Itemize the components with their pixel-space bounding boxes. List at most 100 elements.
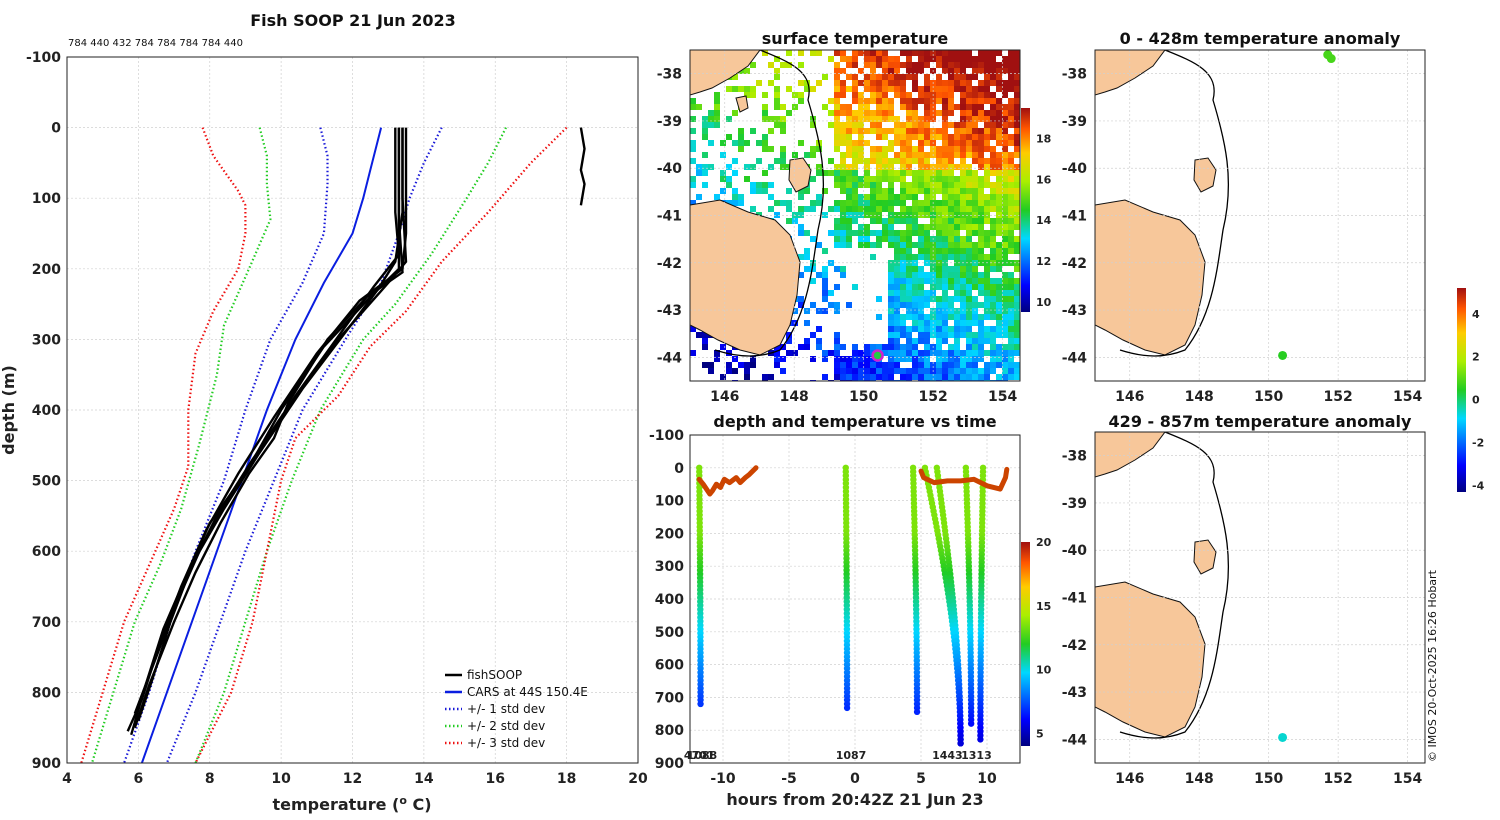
depthtime-y-tick: 200 bbox=[655, 526, 684, 542]
sst-cell bbox=[1014, 308, 1020, 314]
sst-cell bbox=[888, 344, 894, 350]
sst-cell bbox=[924, 278, 930, 284]
sst-cell bbox=[870, 176, 876, 182]
sst-cell bbox=[978, 242, 984, 248]
sst-cell bbox=[960, 134, 966, 140]
sst-cell bbox=[924, 98, 930, 104]
sst-cell bbox=[1002, 344, 1008, 350]
sst-cell bbox=[1014, 314, 1020, 320]
sst-cell bbox=[924, 332, 930, 338]
sst-cell bbox=[978, 302, 984, 308]
sst-cell bbox=[954, 314, 960, 320]
sst-cell bbox=[810, 176, 816, 182]
sst-cell bbox=[768, 164, 774, 170]
sst-cell bbox=[846, 182, 852, 188]
sst-cell bbox=[960, 284, 966, 290]
surface-colorbar bbox=[1021, 108, 1030, 312]
sst-cell bbox=[858, 176, 864, 182]
sst-cell bbox=[978, 56, 984, 62]
sst-cell bbox=[978, 182, 984, 188]
sst-cell bbox=[828, 230, 834, 236]
sst-cell bbox=[930, 350, 936, 356]
sst-cell bbox=[978, 350, 984, 356]
sst-cell bbox=[900, 218, 906, 224]
sst-cell bbox=[876, 164, 882, 170]
surface-location-marker bbox=[871, 349, 884, 362]
sst-cell bbox=[774, 122, 780, 128]
sst-cell bbox=[894, 302, 900, 308]
anomaly-upper-y-tick: -40 bbox=[1062, 161, 1088, 177]
sst-cell bbox=[864, 74, 870, 80]
sst-cell bbox=[900, 272, 906, 278]
surface-y-tick: -43 bbox=[657, 303, 682, 319]
sst-cell bbox=[1014, 50, 1020, 56]
sst-cell bbox=[972, 320, 978, 326]
sst-cell bbox=[996, 314, 1002, 320]
sst-cell bbox=[924, 248, 930, 254]
sst-cell bbox=[792, 218, 798, 224]
sst-cell bbox=[942, 212, 948, 218]
sst-cell bbox=[714, 194, 720, 200]
sst-cell bbox=[960, 116, 966, 122]
sst-cell bbox=[966, 62, 972, 68]
sst-cell bbox=[930, 254, 936, 260]
sst-cell bbox=[870, 50, 876, 56]
sst-cell bbox=[954, 236, 960, 242]
sst-cell bbox=[984, 170, 990, 176]
sst-cell bbox=[852, 368, 858, 374]
sst-cell bbox=[996, 290, 1002, 296]
depthtime-y-tick: 100 bbox=[655, 494, 684, 510]
sst-cell bbox=[900, 278, 906, 284]
sst-cell bbox=[1002, 140, 1008, 146]
sst-cell bbox=[888, 296, 894, 302]
sst-cell bbox=[906, 278, 912, 284]
sst-cell bbox=[972, 368, 978, 374]
sst-cell bbox=[798, 98, 804, 104]
profile-y-tick: 400 bbox=[32, 403, 61, 419]
sst-cell bbox=[900, 98, 906, 104]
sst-cell bbox=[834, 242, 840, 248]
sst-cell bbox=[924, 134, 930, 140]
sst-cell bbox=[768, 128, 774, 134]
sst-cell bbox=[996, 158, 1002, 164]
sst-cell bbox=[972, 158, 978, 164]
sst-cell bbox=[924, 368, 930, 374]
sst-cell bbox=[744, 92, 750, 98]
sst-cell bbox=[804, 152, 810, 158]
sst-cell bbox=[906, 368, 912, 374]
sst-cell bbox=[858, 128, 864, 134]
sst-cell bbox=[870, 158, 876, 164]
sst-cell bbox=[978, 146, 984, 152]
sst-cell bbox=[690, 128, 696, 134]
sst-cell bbox=[930, 278, 936, 284]
surface-colorbar-tick: 10 bbox=[1036, 296, 1052, 309]
sst-cell bbox=[1008, 122, 1014, 128]
sst-cell bbox=[948, 158, 954, 164]
sst-cell bbox=[744, 374, 750, 380]
sst-cell bbox=[942, 254, 948, 260]
sst-cell bbox=[1002, 278, 1008, 284]
sst-cell bbox=[1008, 320, 1014, 326]
sst-cell bbox=[924, 374, 930, 380]
sst-cell bbox=[984, 242, 990, 248]
sst-cell bbox=[966, 206, 972, 212]
depthtime-y-tick: 600 bbox=[655, 658, 684, 674]
sst-cell bbox=[708, 368, 714, 374]
sst-cell bbox=[906, 296, 912, 302]
sst-cell bbox=[906, 188, 912, 194]
sst-cell bbox=[810, 152, 816, 158]
sst-cell bbox=[906, 248, 912, 254]
sst-cell bbox=[768, 146, 774, 152]
sst-cell bbox=[966, 284, 972, 290]
sst-cell bbox=[900, 236, 906, 242]
sst-cell bbox=[924, 326, 930, 332]
sst-cell bbox=[888, 194, 894, 200]
sst-cell bbox=[1002, 314, 1008, 320]
sst-cell bbox=[972, 230, 978, 236]
sst-cell bbox=[984, 272, 990, 278]
surface-x-tick: 152 bbox=[919, 389, 948, 405]
sst-cell bbox=[834, 128, 840, 134]
sst-cell bbox=[846, 212, 852, 218]
sst-cell bbox=[942, 116, 948, 122]
sst-cell bbox=[978, 152, 984, 158]
